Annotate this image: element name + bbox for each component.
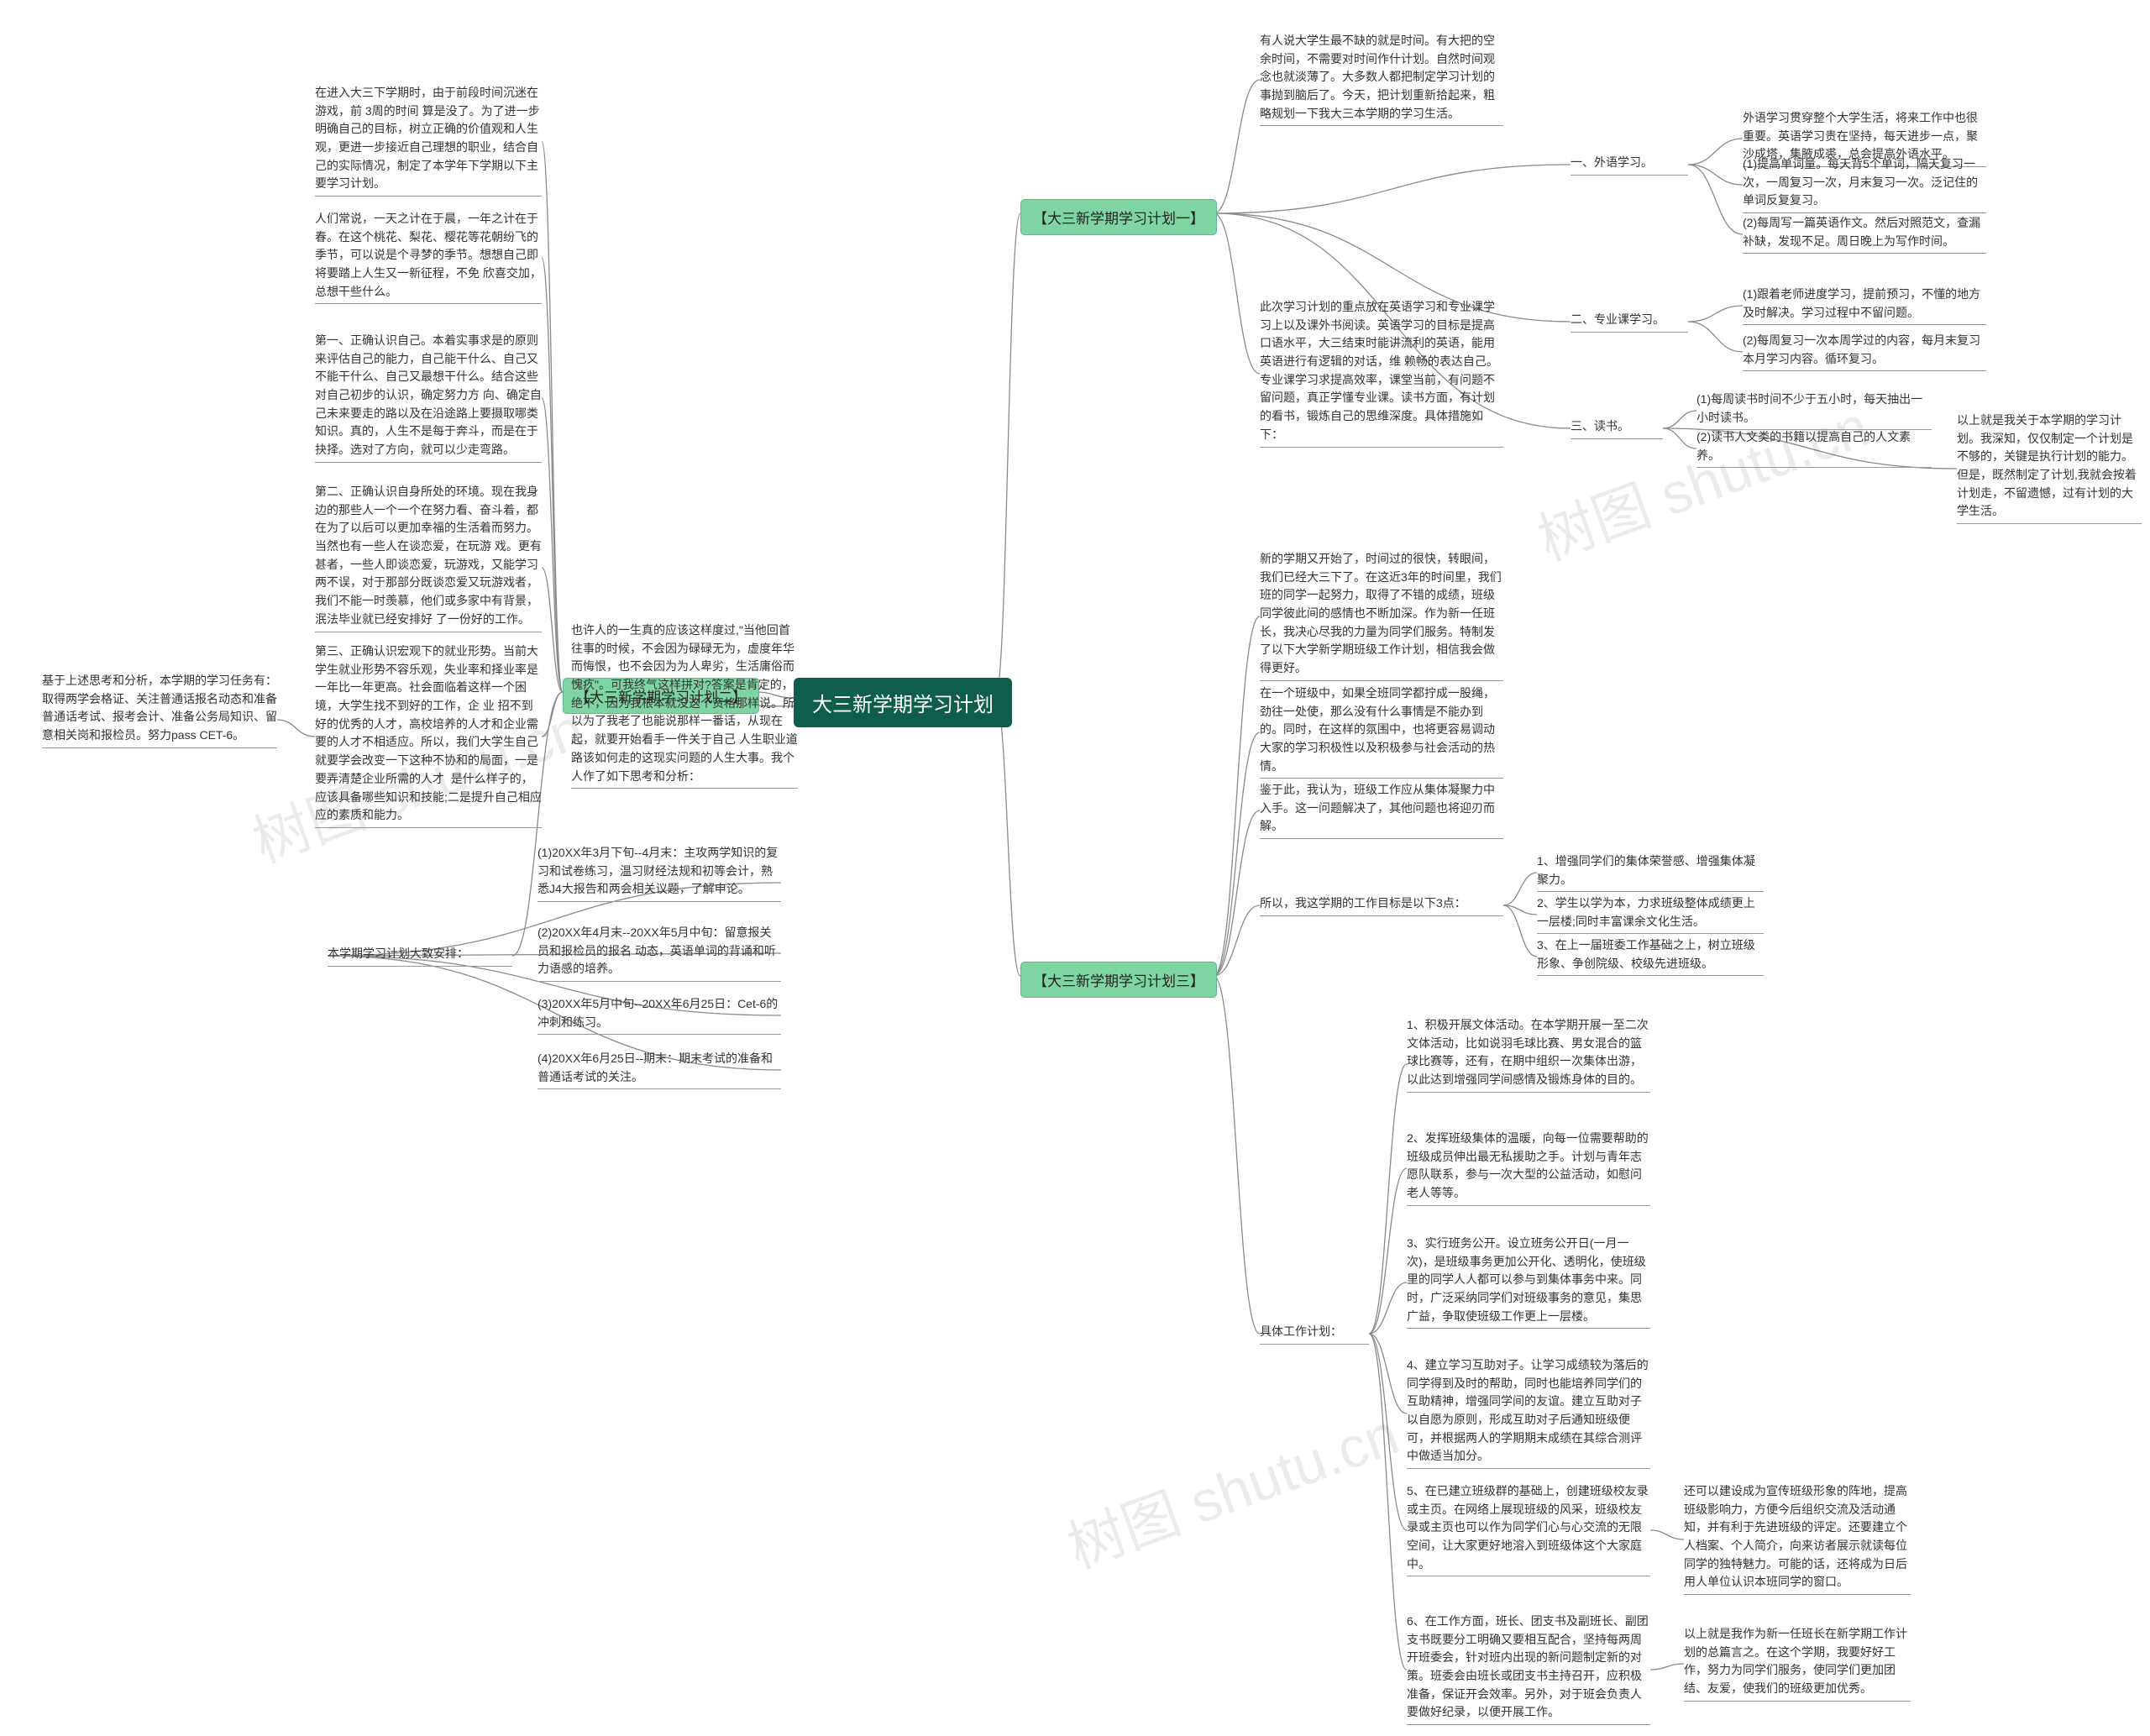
sub-node: 本学期学习计划大致安排： xyxy=(328,945,512,967)
sub-node: (4)20XX年6月25日--期末：期末考试的准备和普通话考试的关注。 xyxy=(538,1050,781,1089)
sub-node: 所以，我这学期的工作目标是以下3点： xyxy=(1260,894,1503,916)
sub-node: 在一个班级中，如果全班同学都拧成一股绳，劲往一处使，那么没有什么事情是不能办到的… xyxy=(1260,684,1503,779)
sub-node: (2)每周写一篇英语作文。然后对照范文，查漏补缺，发现不足。周日晚上为写作时间。 xyxy=(1743,214,1986,254)
sub-node: 人们常说，一天之计在于晨，一年之计在于春。在这个桃花、梨花、樱花等花朝纷飞的季节… xyxy=(315,210,542,304)
sub-node: 1、增强同学们的集体荣誉感、增强集体凝聚力。 xyxy=(1537,852,1764,892)
sub-node: 基于上述思考和分析，本学期的学习任务有：取得两学会格证、关注普通话报名动态和准备… xyxy=(42,672,277,748)
sub-node: (2)20XX年4月末--20XX年5月中旬：留意报关员和报检员的报名 动态，英… xyxy=(538,924,781,982)
sub-node: (3)20XX年5月中旬--20XX年6月25日：Cet-6的冲刺和练习。 xyxy=(538,995,781,1035)
sub-node: 有人说大学生最不缺的就是时间。有大把的空余时间，不需要对时间作什计划。自然时间观… xyxy=(1260,32,1503,126)
sub-node: (1)20XX年3月下旬--4月末：主攻两学知识的复习和试卷练习，温习财经法规和… xyxy=(538,844,781,902)
sub-node: 第三、正确认识宏观下的就业形势。当前大学生就业形势不容乐观，失业率和择业率是一年… xyxy=(315,642,542,828)
sub-node: 还可以建设成为宣传班级形象的阵地，提高班级影响力，方便今后组织交流及活动通知，并… xyxy=(1684,1482,1911,1595)
sub-node: 5、在已建立班级群的基础上，创建班级校友录或主页。在网络上展现班级的风采，班级校… xyxy=(1407,1482,1650,1576)
sub-node: (1)跟着老师进度学习，提前预习，不懂的地方及时解决。学习过程中不留问题。 xyxy=(1743,286,1986,325)
sub-node: (1)每周读书时间不少于五小时，每天抽出一小时读书。 xyxy=(1696,391,1932,430)
sub-node: 新的学期又开始了，时间过的很快，转眼间，我们已经大三下了。在这近3年的时间里，我… xyxy=(1260,550,1503,681)
sub-node: 2、学生以学为本，力求班级整体成绩更上一层楼;同时丰富课余文化生活。 xyxy=(1537,894,1764,934)
sub-node: 第二、正确认识自身所处的环境。现在我身边的那些人一个一个在努力看、奋斗着，都在为… xyxy=(315,483,542,632)
sub-node: (1)提高单词量。每天背5个单词，隔天复习一次，一周复习一次，月末复习一次。泛记… xyxy=(1743,155,1986,213)
sub-node: (2)读书人文类的书籍以提高自己的人文素养。 xyxy=(1696,428,1932,468)
sub-node: 4、建立学习互助对子。让学习成绩较为落后的同学得到及时的帮助，同时也能培养同学们… xyxy=(1407,1356,1650,1469)
sub-node: 二、专业课学习。 xyxy=(1571,311,1688,333)
sub-node: 以上就是我关于本学期的学习计划。我深知，仅仅制定一个计划是不够的，关键是执行计划… xyxy=(1957,412,2142,524)
branch-node: 【大三新学期学习计划一】 xyxy=(1020,199,1217,235)
sub-node: 此次学习计划的重点放在英语学习和专业课学习上以及课外书阅读。英语学习的目标是提高… xyxy=(1260,298,1503,448)
sub-node: 也许人的一生真的应该这样度过,"当他回首往事的时候，不会因为碌碌无为，虚度年华而… xyxy=(571,621,798,789)
sub-node: 鉴于此，我认为，班级工作应从集体凝聚力中入手。这一问题解决了，其他问题也将迎刃而… xyxy=(1260,781,1503,839)
sub-node: 在进入大三下学期时，由于前段时间沉迷在游戏，前 3周的时间 算是没了。为了进一步… xyxy=(315,84,542,197)
watermark: 树图 shutu.cn xyxy=(1054,1388,1408,1585)
root-node: 大三新学期学习计划 xyxy=(794,678,1012,727)
sub-node: 3、实行班务公开。设立班务公开日(一月一次)，是班级事务更加公开化、透明化，使班… xyxy=(1407,1235,1650,1329)
sub-node: 以上就是我作为新一任班长在新学期工作计划的总篇言之。在这个学期，我要好好工作，努… xyxy=(1684,1625,1911,1702)
sub-node: 6、在工作方面，班长、团支书及副班长、副团支书既要分工明确又要相互配合，坚持每两… xyxy=(1407,1613,1650,1725)
sub-node: 一、外语学习。 xyxy=(1571,154,1688,176)
sub-node: (2)每周复习一次本周学过的内容，每月末复习本月学习内容。循环复习。 xyxy=(1743,332,1986,371)
sub-node: 2、发挥班级集体的温暖，向每一位需要帮助的班级成员伸出最无私援助之手。计划与青年… xyxy=(1407,1130,1650,1206)
sub-node: 1、积极开展文体活动。在本学期开展一至二次文体活动，比如说羽毛球比赛、男女混合的… xyxy=(1407,1016,1650,1093)
sub-node: 三、读书。 xyxy=(1571,417,1663,439)
branch-node: 【大三新学期学习计划三】 xyxy=(1020,962,1217,998)
sub-node: 第一、正确认识自己。本着实事求是的原则来评估自己的能力，自己能干什么、自己又不能… xyxy=(315,332,542,463)
sub-node: 3、在上一届班委工作基础之上，树立班级形象、争创院级、校级先进班级。 xyxy=(1537,936,1764,976)
sub-node: 具体工作计划： xyxy=(1260,1323,1369,1345)
